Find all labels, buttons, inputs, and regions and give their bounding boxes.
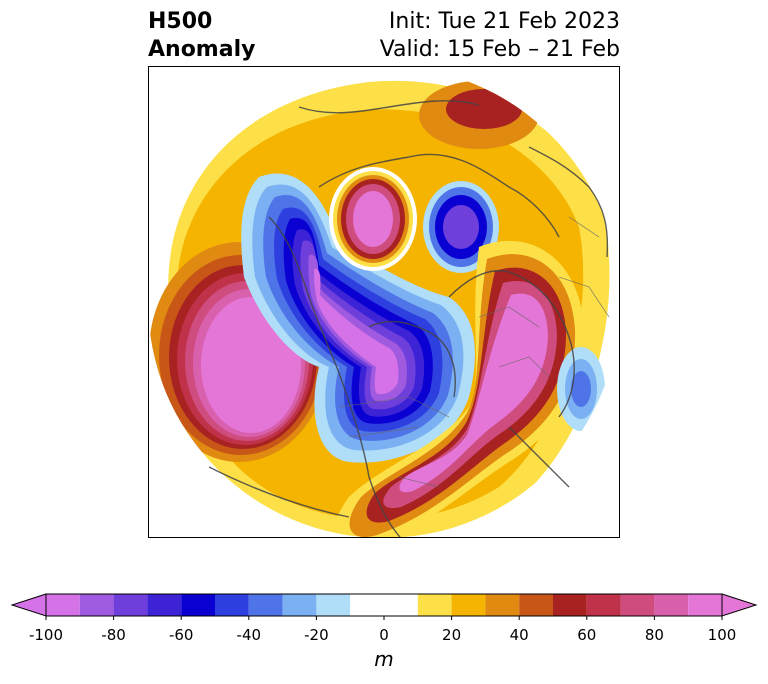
colorbar-segment	[350, 594, 418, 616]
colorbar-segment	[485, 594, 520, 616]
colorbar-segment	[46, 594, 80, 616]
colorbar-tick-label: 20	[442, 626, 462, 644]
colorbar-extend-min	[10, 593, 47, 617]
map-panel	[148, 66, 620, 538]
title-field: H500	[148, 9, 213, 34]
negative-anomaly-canada	[241, 173, 475, 463]
colorbar-tick-label: -100	[28, 626, 64, 644]
positive-anomaly-arctic	[329, 167, 417, 271]
colorbar-segment	[451, 594, 486, 616]
colorbar-segment	[586, 594, 621, 616]
anomaly-map	[149, 67, 619, 537]
colorbar-tick-label: -60	[168, 626, 194, 644]
colorbar-segment	[282, 594, 317, 616]
colorbar-segment	[215, 594, 249, 616]
title-left: H500 Anomaly	[148, 8, 255, 64]
colorbar-extend-max	[721, 593, 758, 617]
colorbar-tick-label: 100	[707, 626, 737, 644]
negative-anomaly-nw-africa	[557, 347, 605, 431]
colorbar-tick-label: 60	[577, 626, 597, 644]
init-date-label: Init: Tue 21 Feb 2023	[388, 9, 620, 34]
colorbar-tick-label: 0	[379, 626, 389, 644]
colorbar	[10, 593, 758, 620]
colorbar-segment	[79, 594, 114, 616]
colorbar-tick-label: -20	[304, 626, 329, 644]
colorbar-segment	[654, 594, 689, 616]
colorbar-segment	[248, 594, 283, 616]
colorbar-tick-label: 80	[644, 626, 664, 644]
coastlines	[208, 100, 609, 537]
colorbar-tick-label: -80	[101, 626, 126, 644]
valid-range-label: Valid: 15 Feb – 21 Feb	[379, 37, 620, 62]
colorbar-segment	[417, 594, 452, 616]
colorbar-segment	[113, 594, 148, 616]
colorbar-segment	[620, 594, 655, 616]
positive-anomaly-siberia	[419, 81, 539, 149]
colorbar-segment	[316, 594, 351, 616]
borders	[338, 216, 610, 488]
positive-anomaly-europe-eastern-us	[334, 240, 585, 537]
colorbar-segment	[147, 594, 182, 616]
anomaly-fill	[149, 67, 619, 537]
colorbar-segment	[688, 594, 722, 616]
colorbar-segment	[181, 594, 215, 616]
colorbar-segment	[553, 594, 587, 616]
colorbar-unit-label: m	[374, 647, 394, 671]
title-subfield: Anomaly	[148, 37, 256, 62]
title-right: Init: Tue 21 Feb 2023 Valid: 15 Feb – 21…	[380, 8, 620, 64]
colorbar-tick-label: -40	[236, 626, 262, 644]
colorbar-tick-label: 40	[509, 626, 529, 644]
colorbar-segment	[519, 594, 553, 616]
